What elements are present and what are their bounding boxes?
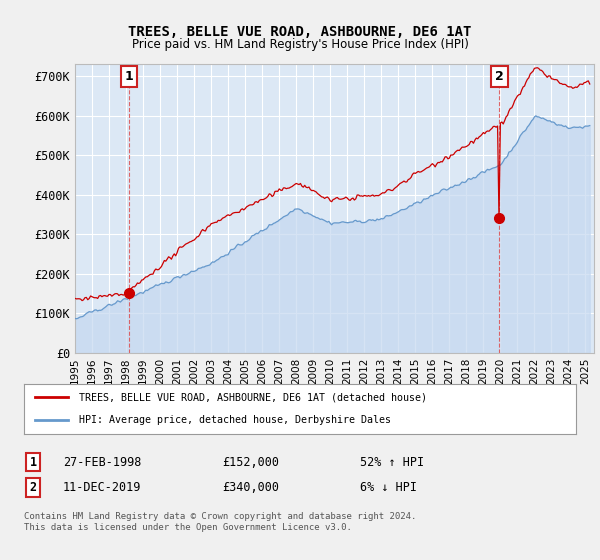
Text: 2: 2 (495, 70, 504, 83)
Text: TREES, BELLE VUE ROAD, ASHBOURNE, DE6 1AT: TREES, BELLE VUE ROAD, ASHBOURNE, DE6 1A… (128, 25, 472, 39)
Text: Price paid vs. HM Land Registry's House Price Index (HPI): Price paid vs. HM Land Registry's House … (131, 38, 469, 51)
Text: 52% ↑ HPI: 52% ↑ HPI (360, 455, 424, 469)
Text: £340,000: £340,000 (222, 480, 279, 494)
Text: 11-DEC-2019: 11-DEC-2019 (63, 480, 142, 494)
Text: Contains HM Land Registry data © Crown copyright and database right 2024.
This d: Contains HM Land Registry data © Crown c… (24, 512, 416, 532)
Text: 27-FEB-1998: 27-FEB-1998 (63, 455, 142, 469)
Text: HPI: Average price, detached house, Derbyshire Dales: HPI: Average price, detached house, Derb… (79, 416, 391, 426)
Text: 2: 2 (29, 480, 37, 494)
Text: TREES, BELLE VUE ROAD, ASHBOURNE, DE6 1AT (detached house): TREES, BELLE VUE ROAD, ASHBOURNE, DE6 1A… (79, 392, 427, 402)
Text: £152,000: £152,000 (222, 455, 279, 469)
Text: 1: 1 (124, 70, 133, 83)
Text: 6% ↓ HPI: 6% ↓ HPI (360, 480, 417, 494)
Text: 1: 1 (29, 455, 37, 469)
